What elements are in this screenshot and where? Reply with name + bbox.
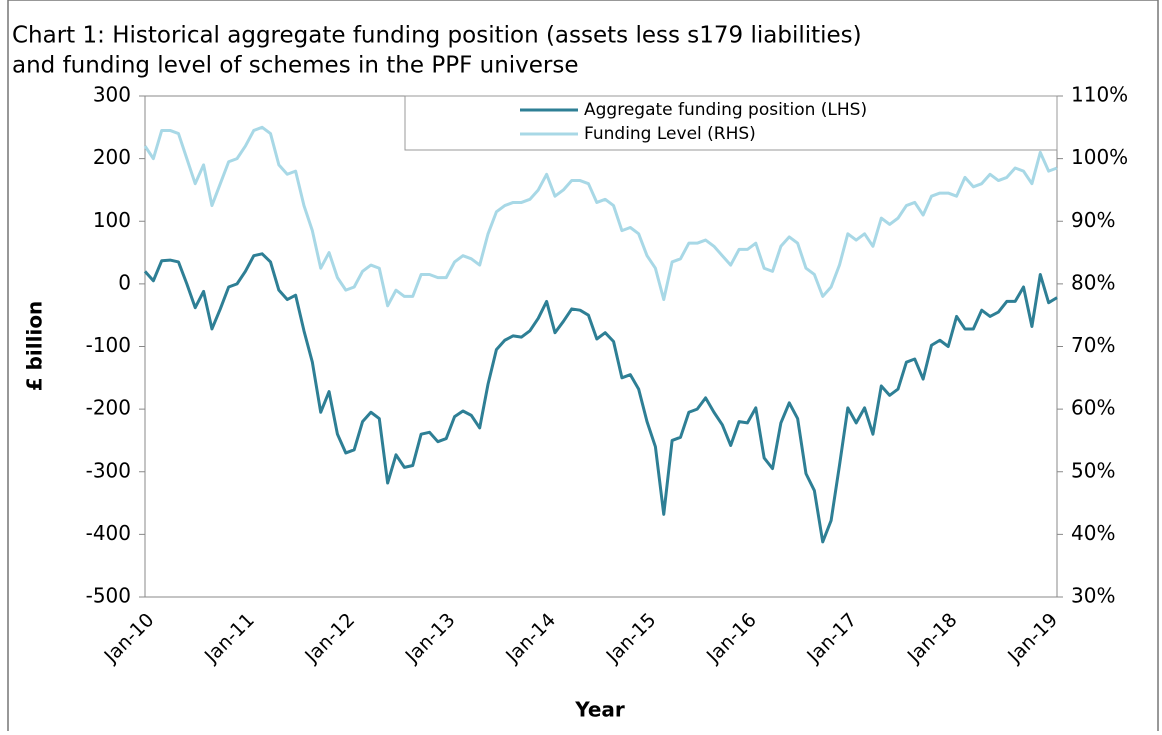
y2-tick-label: 90% [1071, 208, 1115, 232]
y-tick-label: -100 [86, 333, 131, 357]
y2-tick-label: 50% [1071, 458, 1115, 482]
chart-title: Chart 1: Historical aggregate funding po… [12, 23, 862, 49]
legend-label: Funding Level (RHS) [584, 124, 756, 144]
x-tick-label: Jan-15 [602, 609, 661, 668]
x-tick-label: Jan-19 [1003, 609, 1062, 668]
frame [7, 0, 1159, 735]
legend-box [404, 95, 1058, 151]
x-tick-label: Jan-16 [702, 609, 761, 668]
x-tick-label: Jan-10 [100, 609, 159, 668]
y2-tick-label: 100% [1071, 145, 1128, 169]
chart-subtitle: and funding level of schemes in the PPF … [12, 53, 579, 79]
y-tick-label: -400 [86, 521, 131, 545]
y-axis-label: £ billion [23, 301, 47, 392]
x-axis-label: Year [574, 698, 625, 722]
y2-tick-label: 110% [1071, 83, 1128, 107]
y-tick-label: -500 [86, 584, 131, 608]
y-tick-label: 0 [118, 270, 131, 294]
y2-tick-label: 40% [1071, 521, 1115, 545]
y-tick-label: 200 [93, 145, 131, 169]
y-tick-label: -200 [86, 396, 131, 420]
series-line [143, 252, 1058, 544]
y-tick-label: 100 [93, 208, 131, 232]
x-tick-label: Jan-17 [802, 609, 861, 668]
y2-tick-label: 60% [1071, 396, 1115, 420]
x-tick-label: Jan-12 [300, 609, 359, 668]
y-tick-label: -300 [86, 458, 131, 482]
legend-label: Aggregate funding position (LHS) [584, 100, 867, 120]
x-tick-label: Jan-13 [401, 609, 460, 668]
y2-tick-label: 70% [1071, 333, 1115, 357]
x-tick-label: Jan-18 [903, 609, 962, 668]
series-line [143, 125, 1058, 308]
y2-tick-label: 80% [1071, 270, 1115, 294]
y2-tick-label: 30% [1071, 584, 1115, 608]
x-tick-label: Jan-14 [501, 609, 560, 668]
y-tick-label: 300 [93, 83, 131, 107]
x-tick-label: Jan-11 [200, 609, 259, 668]
plot-area [144, 95, 1058, 598]
